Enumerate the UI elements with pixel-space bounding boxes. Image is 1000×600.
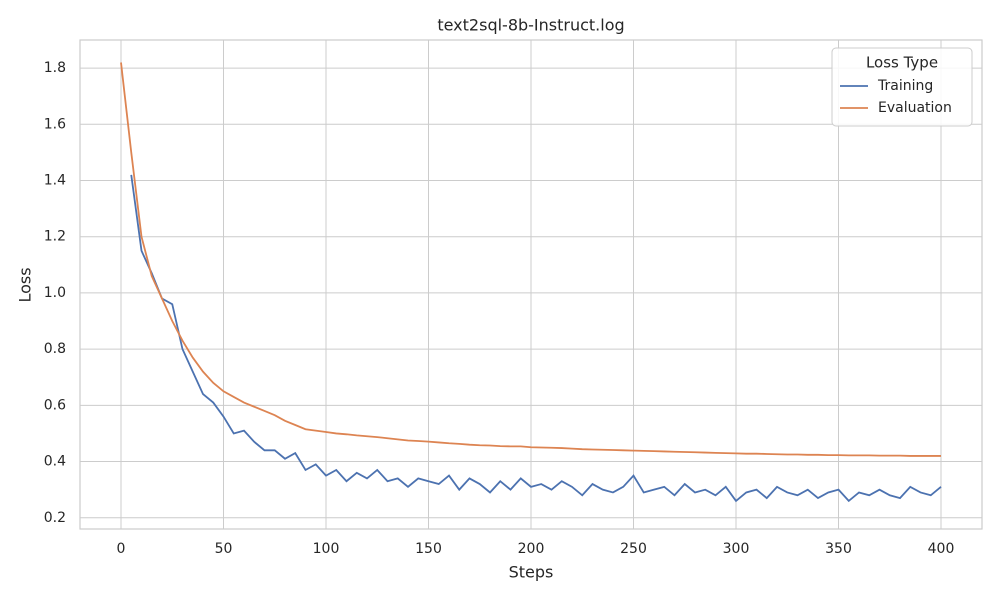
y-tick-label: 0.2 — [44, 510, 66, 526]
legend: Loss Type Training Evaluation — [831, 47, 973, 127]
y-tick-label: 0.4 — [44, 454, 66, 470]
x-tick-label: 100 — [313, 541, 340, 557]
y-tick-label: 0.8 — [44, 341, 66, 357]
line-series — [130, 174, 942, 503]
plot-frame — [79, 39, 983, 530]
legend-box — [831, 47, 973, 127]
legend-title: Loss Type — [866, 54, 938, 72]
y-tick-label: 1.8 — [44, 60, 66, 76]
legend-label: Evaluation — [878, 100, 952, 116]
y-tick-label: 1.0 — [44, 285, 66, 301]
y-tick-label: 1.6 — [44, 116, 66, 132]
x-tick-label: 350 — [825, 541, 852, 557]
x-tick-label: 150 — [415, 541, 442, 557]
x-tick-label: 50 — [215, 541, 233, 557]
x-tick-label: 250 — [620, 541, 647, 557]
chart-title: text2sql-8b-Instruct.log — [437, 16, 624, 35]
x-axis-label: Steps — [509, 563, 554, 582]
legend-label: Training — [877, 78, 933, 94]
x-tick-label: 400 — [928, 541, 955, 557]
x-tick-label: 200 — [518, 541, 545, 557]
line-series — [120, 62, 941, 457]
y-axis-label: Loss — [16, 267, 35, 302]
x-tick-label: 0 — [117, 541, 126, 557]
x-tick-label: 300 — [723, 541, 750, 557]
y-tick-label: 1.4 — [44, 173, 66, 189]
y-tick-label: 0.6 — [44, 397, 66, 413]
y-tick-label: 1.2 — [44, 229, 66, 245]
